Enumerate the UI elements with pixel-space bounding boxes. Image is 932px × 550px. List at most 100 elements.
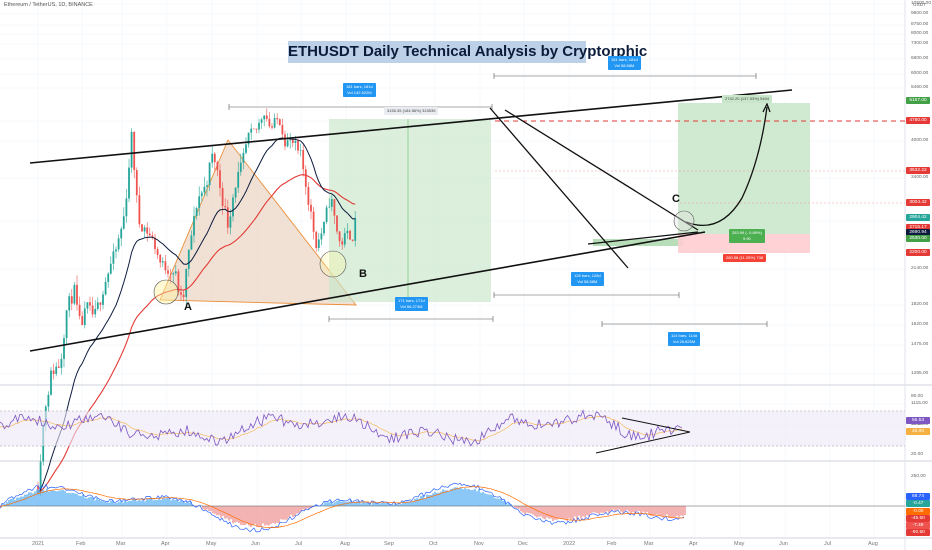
macd-histogram-bar bbox=[492, 495, 494, 506]
candle-body bbox=[104, 282, 107, 295]
macd-histogram-bar bbox=[174, 499, 176, 506]
time-tick-label: Apr bbox=[689, 541, 698, 547]
candle-body bbox=[102, 294, 104, 305]
price-tick-label: 8000.00 bbox=[911, 31, 929, 36]
price-tick-label: 7300.00 bbox=[911, 41, 929, 46]
macd-histogram-bar bbox=[466, 489, 468, 506]
macd-histogram-bar bbox=[26, 494, 28, 506]
macd-histogram-bar bbox=[588, 506, 590, 517]
macd-histogram-bar bbox=[278, 506, 280, 523]
macd-histogram-bar bbox=[94, 500, 96, 506]
macd-histogram-bar bbox=[446, 490, 448, 506]
macd-histogram-bar bbox=[564, 506, 566, 519]
macd-histogram-bar bbox=[670, 506, 672, 518]
macd-histogram-bar bbox=[290, 506, 292, 515]
macd-histogram-bar bbox=[44, 490, 46, 506]
price-tag: 2200.00 bbox=[906, 249, 930, 256]
macd-histogram-bar bbox=[374, 502, 376, 506]
macd-histogram-bar bbox=[628, 506, 630, 512]
candle-body bbox=[226, 207, 229, 228]
macd-histogram-bar bbox=[116, 502, 118, 506]
macd-tick-label: 250.00 bbox=[911, 474, 926, 479]
measure-box-6: 114 bars, 114d Vol 26.825M bbox=[668, 332, 701, 346]
macd-histogram-bar bbox=[392, 504, 394, 506]
macd-histogram-bar bbox=[222, 506, 224, 516]
macd-histogram-bar bbox=[66, 493, 68, 506]
measure-box-1: 181 bars, 181d Vol 142.522M bbox=[343, 83, 376, 97]
macd-histogram-bar bbox=[522, 506, 524, 513]
macd-histogram-bar bbox=[336, 500, 338, 506]
macd-histogram-bar bbox=[68, 492, 70, 506]
macd-histogram-bar bbox=[80, 496, 82, 506]
macd-histogram-bar bbox=[518, 506, 520, 509]
candle-body bbox=[200, 192, 203, 197]
macd-histogram-bar bbox=[664, 506, 666, 516]
macd-histogram-bar bbox=[416, 498, 418, 506]
macd-histogram-bar bbox=[154, 500, 156, 506]
candle-body bbox=[333, 199, 336, 216]
macd-line bbox=[0, 482, 685, 533]
macd-histogram-bar bbox=[50, 490, 52, 506]
candle-body bbox=[315, 231, 318, 248]
candle-body bbox=[125, 198, 128, 217]
macd-histogram-bar bbox=[616, 506, 618, 511]
macd-histogram-bar bbox=[6, 502, 8, 506]
macd-histogram-bar bbox=[432, 493, 434, 506]
price-tag: 2530.00 bbox=[906, 235, 930, 242]
candle-body bbox=[156, 249, 159, 255]
time-tick-label: Mar bbox=[644, 541, 654, 547]
candle-body bbox=[208, 162, 211, 186]
macd-histogram-bar bbox=[262, 506, 264, 524]
macd-histogram-bar bbox=[170, 500, 172, 506]
macd-histogram-bar bbox=[478, 489, 480, 506]
macd-histogram-bar bbox=[324, 502, 326, 506]
measure-zones bbox=[228, 73, 905, 327]
macd-histogram-bar bbox=[364, 502, 366, 506]
candle-body bbox=[286, 140, 289, 147]
time-tick-label: Oct bbox=[429, 541, 438, 547]
macd-histogram-bar bbox=[96, 498, 98, 506]
pattern-circles bbox=[153, 210, 695, 305]
point-c-label: C bbox=[672, 193, 680, 205]
macd-histogram-bar bbox=[58, 490, 60, 506]
macd-tag: 68.74 bbox=[906, 493, 930, 500]
macd-histogram-bar bbox=[456, 487, 458, 506]
candle-body bbox=[291, 139, 294, 143]
zone-target bbox=[678, 103, 810, 234]
macd-histogram-bar bbox=[226, 506, 228, 519]
macd-histogram-bar bbox=[516, 506, 518, 509]
moving-averages bbox=[37, 137, 356, 493]
macd-histogram-bar bbox=[460, 487, 462, 506]
risk-box-line-1: 263.99 (- 0.89%) bbox=[732, 230, 762, 235]
price-tick-label: 3400.00 bbox=[911, 175, 929, 180]
rsi-tick-label: 80.00 bbox=[911, 394, 924, 399]
macd-histogram-bar bbox=[422, 495, 424, 506]
candle-body bbox=[164, 261, 167, 271]
risk-box-line-2: 9.90 bbox=[743, 236, 751, 241]
candle-body bbox=[174, 271, 177, 274]
macd-histogram-bar bbox=[622, 506, 624, 513]
macd-histogram-bar bbox=[354, 501, 356, 506]
macd-histogram-bar bbox=[242, 506, 244, 526]
candle-body bbox=[206, 185, 208, 187]
candle-body bbox=[239, 162, 242, 172]
rsi-band bbox=[0, 411, 905, 446]
macd-histogram-bar bbox=[274, 506, 276, 524]
macd-histogram-bar bbox=[586, 506, 588, 516]
macd-histogram-bar bbox=[52, 490, 54, 506]
candle-body bbox=[213, 153, 216, 163]
chart-title: ETHUSDT Daily Technical Analysis by Cryp… bbox=[288, 41, 647, 63]
projection-arrowhead bbox=[762, 102, 771, 113]
candle-body bbox=[83, 308, 86, 325]
candle-body bbox=[120, 228, 123, 239]
macd-histogram-bar bbox=[42, 489, 44, 506]
candle-body bbox=[76, 284, 78, 305]
macd-signal-line bbox=[0, 486, 685, 528]
macd-histogram-bar bbox=[238, 506, 240, 523]
candle-body bbox=[86, 302, 89, 309]
macd-histogram-bar bbox=[438, 492, 440, 506]
candle-body bbox=[338, 231, 341, 242]
macd-histogram-bar bbox=[654, 506, 656, 516]
stop-box: 280.58 (11.25%) 738 bbox=[723, 254, 767, 262]
macd-histogram-bar bbox=[556, 506, 558, 520]
